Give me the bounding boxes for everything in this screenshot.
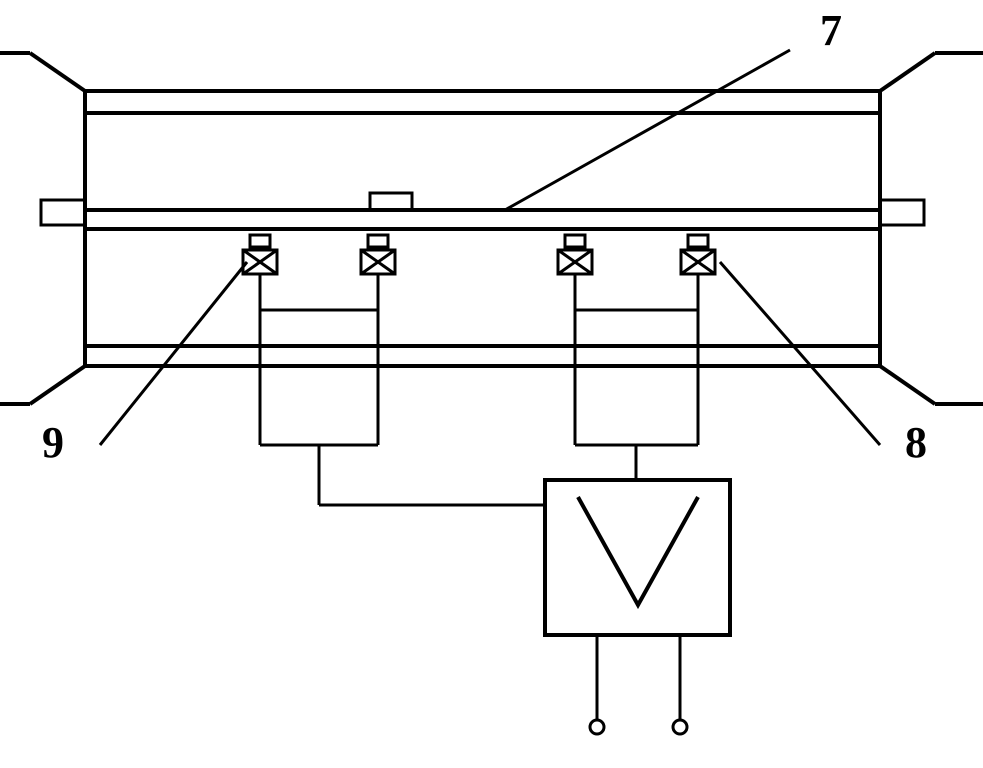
meter-box [545,480,730,635]
leader-7 [505,50,790,210]
callout-label-8: 8 [905,417,927,468]
valve-2-cap [565,235,585,247]
u-tube-right [575,274,698,310]
output-terminal-2 [673,720,687,734]
valve-1-cap [368,235,388,247]
valve-3-cap [688,235,708,247]
output-terminal-1 [590,720,604,734]
u-tube-left [260,274,378,310]
callout-label-9: 9 [42,417,64,468]
flange-bl-diag [30,366,85,404]
flange-tr-diag [880,53,935,91]
leader-8 [720,262,880,445]
valve-0-cap [250,235,270,247]
flange-br-diag [880,366,935,404]
leader-9 [100,262,247,445]
small-port [370,193,412,210]
callout-label-7: 7 [820,5,842,56]
diagram-canvas [0,0,983,768]
side-stub-right [880,200,924,225]
side-stub-left [41,200,85,225]
flange-tl-diag [30,53,85,91]
